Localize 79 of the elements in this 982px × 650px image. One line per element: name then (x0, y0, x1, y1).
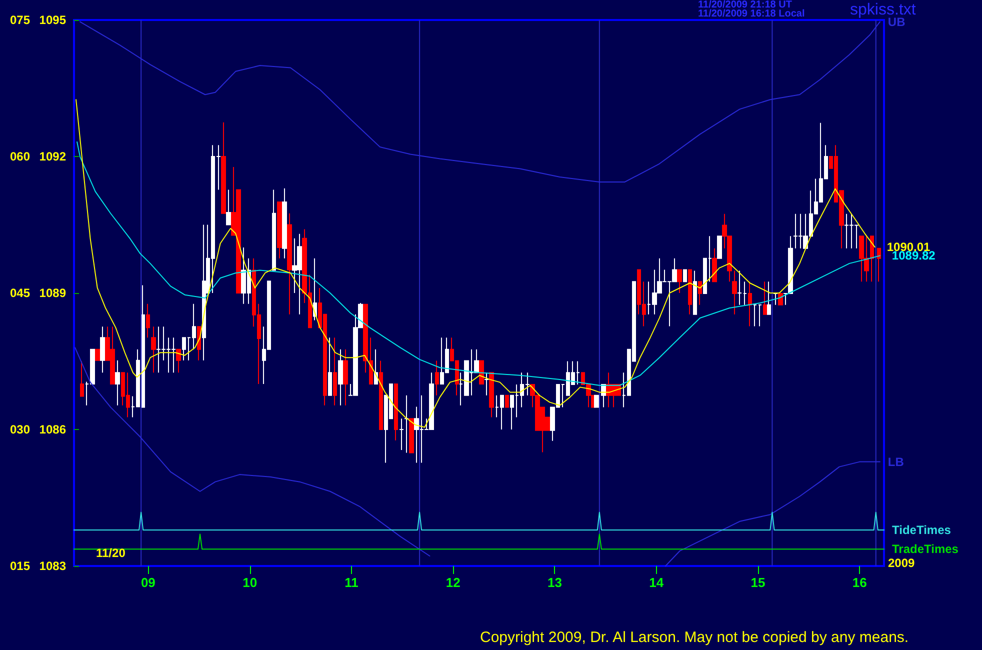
candlestick (328, 337, 332, 396)
candlestick (374, 348, 378, 384)
candlestick (748, 281, 752, 327)
candlestick (404, 394, 409, 454)
y2-tick-label: 015 (10, 559, 30, 573)
series-label: LB (888, 454, 904, 469)
candlestick (783, 292, 788, 306)
candlestick (489, 372, 494, 418)
candlestick (698, 281, 702, 306)
candlestick (151, 326, 156, 374)
candlestick (763, 281, 767, 315)
candlestick (505, 394, 509, 408)
y2-tick-label: 045 (10, 286, 30, 300)
candlestick (100, 326, 105, 374)
annotation: 11/20 (96, 546, 126, 560)
y-tick-label: 1086 (39, 422, 66, 436)
candlestick (693, 270, 697, 315)
candlestick (394, 384, 398, 441)
candlestick (870, 236, 874, 282)
series-label: TradeTimes (892, 542, 959, 556)
candlestick (379, 360, 383, 430)
candlestick (287, 212, 292, 315)
candlestick (753, 304, 757, 327)
candlestick (226, 189, 231, 226)
candlestick (272, 189, 276, 271)
candlestick (688, 269, 692, 315)
y2-tick-label: 060 (10, 150, 30, 164)
candlestick (115, 360, 120, 406)
series-label: TideTimes (892, 523, 952, 538)
candlestick (338, 348, 343, 406)
candlestick (737, 270, 742, 306)
candlestick (484, 372, 489, 396)
text: Copyright 2009, Dr. Al Larson. May not be copied by any means. (480, 629, 909, 646)
x-tick-label: 15 (750, 575, 766, 590)
candlestick (788, 236, 793, 294)
candlestick (743, 281, 747, 306)
x-tick-label: 16 (852, 575, 867, 590)
candlestick (176, 348, 181, 374)
x-tick-label: 11 (344, 575, 358, 590)
x-tick-label: 09 (140, 575, 156, 590)
line-series (80, 21, 880, 182)
line-series (76, 141, 880, 386)
x-tick-label: 12 (446, 575, 460, 590)
candlestick (95, 348, 100, 361)
candlestick (773, 292, 778, 306)
candlestick (683, 269, 687, 282)
text: 11/20/2009 16:18 Local (698, 8, 805, 20)
y-tick-label: 1089 (39, 286, 66, 300)
candlestick (202, 224, 206, 361)
y-tick-label: 1083 (39, 559, 66, 573)
candlestick (399, 418, 404, 450)
candlestick (677, 269, 682, 294)
candlestick (333, 337, 337, 406)
candlestick (313, 258, 317, 321)
candlestick (732, 270, 737, 315)
text: 2009 (888, 556, 916, 570)
candlestick (877, 248, 881, 282)
candlestick (712, 248, 717, 282)
candlestick (80, 360, 84, 397)
y2-tick-label: 075 (10, 13, 30, 27)
candlestick (758, 304, 762, 327)
y2-tick-label: 030 (10, 422, 30, 436)
y-tick-label: 1095 (39, 13, 66, 27)
candlestick (277, 202, 282, 259)
candlestick (221, 122, 226, 214)
candlestick (146, 303, 150, 338)
candlestick (282, 188, 287, 259)
candlestick (717, 236, 722, 259)
x-tick-label: 10 (242, 575, 258, 590)
candlestick (767, 281, 771, 315)
candlestick (435, 360, 439, 396)
candlestick (409, 418, 414, 454)
candlestick (343, 348, 348, 406)
x-tick-label: 14 (649, 575, 664, 590)
text: 11/20/2009 21:18 UT (698, 0, 792, 10)
line-series (76, 99, 876, 428)
x-tick-label: 13 (547, 575, 562, 590)
y-tick-label: 1092 (39, 150, 66, 164)
candlestick (594, 394, 599, 408)
